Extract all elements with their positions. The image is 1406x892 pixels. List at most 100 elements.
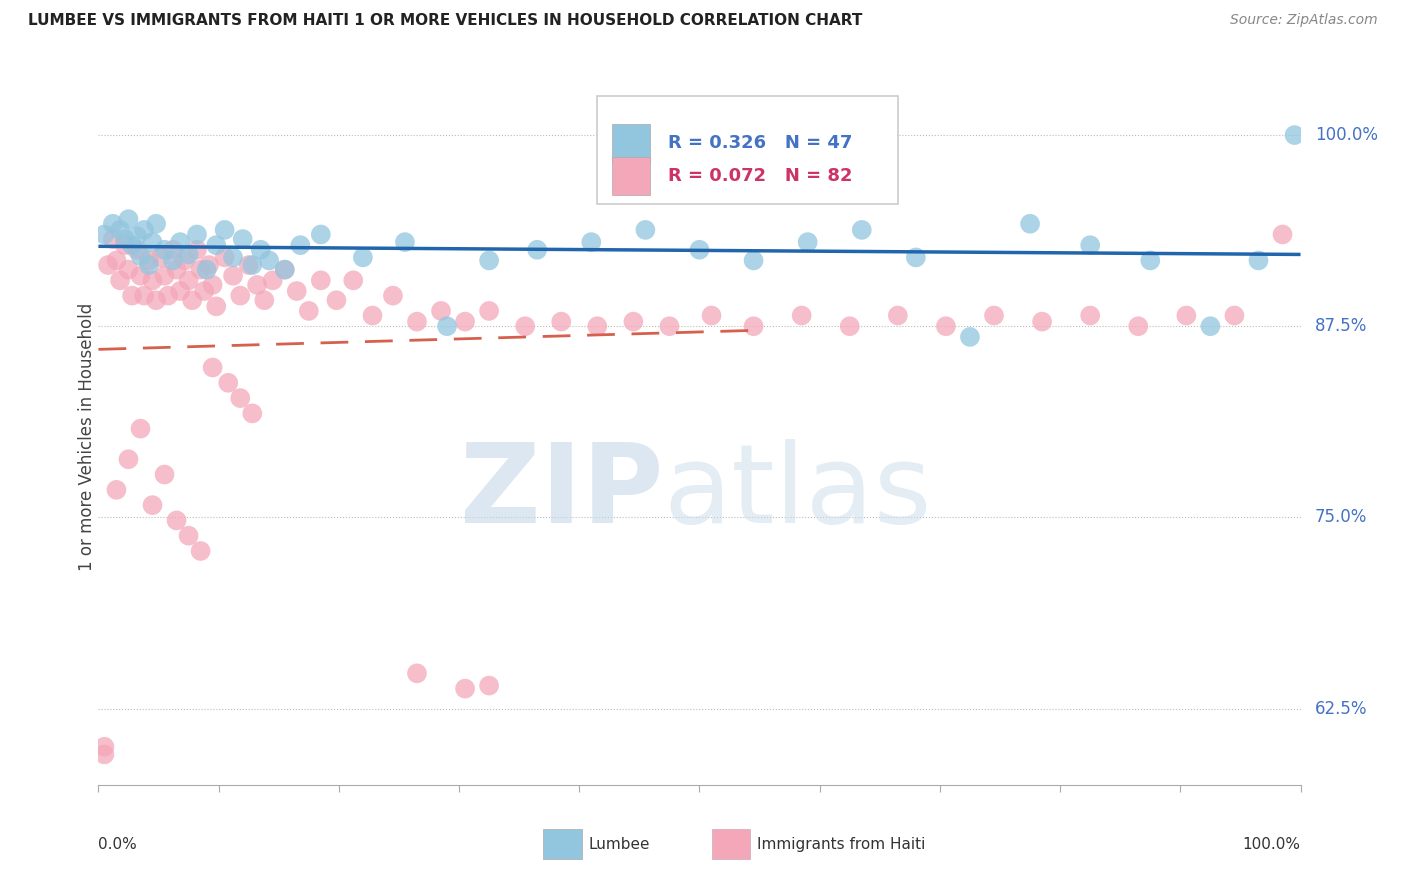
Text: ZIP: ZIP: [460, 439, 664, 546]
Point: [430, 304, 453, 318]
Point: [406, 666, 429, 681]
Text: 62.5%: 62.5%: [1315, 699, 1368, 717]
Bar: [543, 829, 582, 859]
Point: [229, 288, 252, 302]
Point: [478, 253, 501, 268]
Point: [101, 232, 124, 246]
Bar: [612, 124, 650, 162]
Point: [1199, 319, 1222, 334]
Point: [1175, 309, 1198, 323]
Point: [325, 293, 347, 308]
Point: [342, 273, 364, 287]
Point: [309, 227, 332, 242]
Point: [1078, 238, 1101, 252]
Point: [108, 223, 131, 237]
Point: [177, 247, 200, 261]
Point: [93, 227, 115, 242]
Point: [935, 319, 957, 334]
Point: [193, 284, 215, 298]
Point: [1128, 319, 1150, 334]
Point: [232, 232, 254, 246]
Point: [141, 235, 163, 249]
Text: 75.0%: 75.0%: [1315, 508, 1368, 526]
Point: [177, 273, 200, 287]
Point: [700, 309, 723, 323]
Point: [108, 273, 131, 287]
Point: [309, 273, 332, 287]
Point: [478, 679, 501, 693]
Point: [166, 262, 188, 277]
Point: [169, 284, 191, 298]
Point: [240, 406, 263, 420]
Point: [436, 319, 458, 334]
Point: [1284, 128, 1306, 142]
Point: [634, 223, 657, 237]
Text: R = 0.072   N = 82: R = 0.072 N = 82: [668, 167, 852, 186]
Point: [101, 217, 124, 231]
Point: [274, 262, 297, 277]
Point: [222, 251, 245, 265]
Point: [195, 262, 218, 277]
Text: 87.5%: 87.5%: [1315, 318, 1368, 335]
Point: [658, 319, 681, 334]
Point: [138, 253, 160, 268]
Point: [1078, 309, 1101, 323]
Point: [742, 253, 765, 268]
Point: [688, 243, 710, 257]
Point: [201, 277, 224, 292]
Point: [174, 253, 197, 268]
Point: [117, 212, 139, 227]
Point: [454, 315, 477, 329]
Point: [229, 391, 252, 405]
Point: [240, 258, 263, 272]
Point: [105, 483, 128, 497]
Point: [149, 251, 172, 265]
Point: [114, 238, 136, 252]
Point: [169, 235, 191, 249]
Point: [132, 223, 155, 237]
Point: [238, 258, 260, 272]
Point: [153, 243, 176, 257]
Text: Source: ZipAtlas.com: Source: ZipAtlas.com: [1230, 13, 1378, 28]
Point: [93, 739, 115, 754]
Point: [983, 309, 1005, 323]
Text: 100.0%: 100.0%: [1243, 837, 1301, 852]
FancyBboxPatch shape: [598, 96, 898, 204]
Point: [253, 293, 276, 308]
Point: [162, 243, 184, 257]
Point: [246, 277, 269, 292]
Point: [153, 467, 176, 482]
Point: [117, 262, 139, 277]
Point: [145, 293, 167, 308]
Point: [406, 315, 429, 329]
Y-axis label: 1 or more Vehicles in Household: 1 or more Vehicles in Household: [79, 303, 96, 571]
Text: Immigrants from Haiti: Immigrants from Haiti: [758, 837, 925, 852]
Point: [190, 262, 212, 277]
Point: [887, 309, 910, 323]
Point: [114, 232, 136, 246]
Point: [132, 288, 155, 302]
Point: [214, 251, 236, 265]
Point: [274, 262, 297, 277]
Point: [550, 315, 572, 329]
Point: [222, 268, 245, 283]
Point: [214, 223, 236, 237]
Point: [190, 544, 212, 558]
Point: [117, 452, 139, 467]
Point: [1019, 217, 1042, 231]
Point: [257, 253, 280, 268]
Point: [454, 681, 477, 696]
Point: [138, 258, 160, 272]
Point: [121, 238, 143, 252]
Point: [1139, 253, 1161, 268]
Point: [838, 319, 860, 334]
Point: [177, 529, 200, 543]
Point: [394, 235, 416, 249]
Point: [97, 258, 120, 272]
Point: [262, 273, 284, 287]
Text: LUMBEE VS IMMIGRANTS FROM HAITI 1 OR MORE VEHICLES IN HOUSEHOLD CORRELATION CHAR: LUMBEE VS IMMIGRANTS FROM HAITI 1 OR MOR…: [28, 13, 862, 29]
Point: [526, 243, 548, 257]
Point: [742, 319, 765, 334]
Point: [217, 376, 239, 390]
Point: [1247, 253, 1270, 268]
